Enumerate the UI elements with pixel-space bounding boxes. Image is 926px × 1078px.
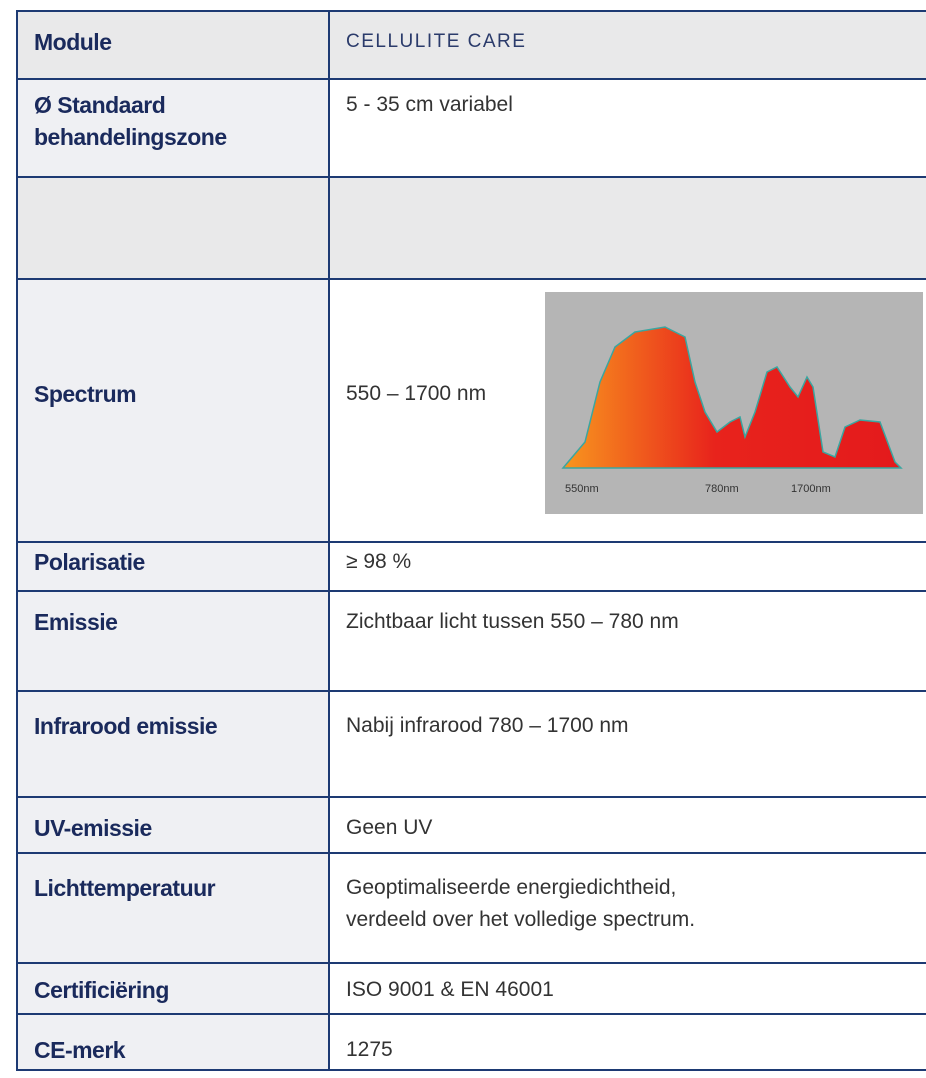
table-row: Emissie Zichtbaar licht tussen 550 – 780… (16, 590, 926, 690)
table-row: CE-merk 1275 (16, 1013, 926, 1071)
row-label: Emissie (16, 592, 330, 690)
row-label: UV-emissie (16, 798, 330, 852)
row-label: Infrarood emissie (16, 692, 330, 796)
label-line: behandelingszone (34, 124, 227, 150)
spectrum-label: 550nm (565, 483, 599, 495)
row-label: CE-merk (16, 1015, 330, 1069)
spectrum-label: 780nm (705, 483, 739, 495)
spectrum-curve (561, 326, 903, 469)
table-row: Lichttemperatuur Geoptimaliseerde energi… (16, 852, 926, 962)
table-row: UV-emissie Geen UV (16, 796, 926, 852)
row-value: 550 – 1700 nm (346, 382, 487, 405)
row-value: Geoptimaliseerde energiedichtheid, verde… (330, 854, 926, 962)
row-value: ≥ 98 % (346, 550, 412, 573)
table-row: Module CELLULITE CARE (16, 10, 926, 78)
value-line: Geoptimaliseerde energiedichtheid, (346, 876, 677, 899)
row-value: 5 - 35 cm variabel (346, 93, 513, 116)
row-value: Zichtbaar licht tussen 550 – 780 nm (346, 610, 679, 633)
table-row: Certificiëring ISO 9001 & EN 46001 (16, 962, 926, 1013)
table-row: Polarisatie ≥ 98 % (16, 541, 926, 590)
spectrum-label: 1700nm (791, 483, 831, 495)
row-label: Module (16, 12, 330, 78)
row-value: Geen UV (346, 816, 433, 839)
spectrum-image: 550nm 780nm 1700nm (545, 292, 923, 514)
row-label: Certificiëring (16, 964, 330, 1013)
label-line: Ø Standaard (34, 92, 166, 118)
row-value: Nabij infrarood 780 – 1700 nm (346, 714, 629, 737)
table-row: Ø Standaard behandelingszone 5 - 35 cm v… (16, 78, 926, 176)
row-value: ISO 9001 & EN 46001 (346, 978, 554, 1001)
table-row: Infrarood emissie Nabij infrarood 780 – … (16, 690, 926, 796)
row-value: CELLULITE CARE (330, 12, 926, 78)
row-label-empty (16, 178, 330, 278)
row-label: Lichttemperatuur (16, 854, 330, 962)
row-label: Ø Standaard behandelingszone (16, 80, 330, 176)
table-row-empty (16, 176, 926, 278)
row-value-empty (330, 178, 926, 278)
row-label: Spectrum (16, 280, 330, 541)
value-line: verdeeld over het volledige spectrum. (346, 908, 696, 931)
row-value: 1275 (346, 1038, 393, 1061)
table-row: Spectrum 550 – 1700 nm 550nm 780nm 1700n… (16, 278, 926, 541)
row-label: Polarisatie (16, 543, 330, 590)
